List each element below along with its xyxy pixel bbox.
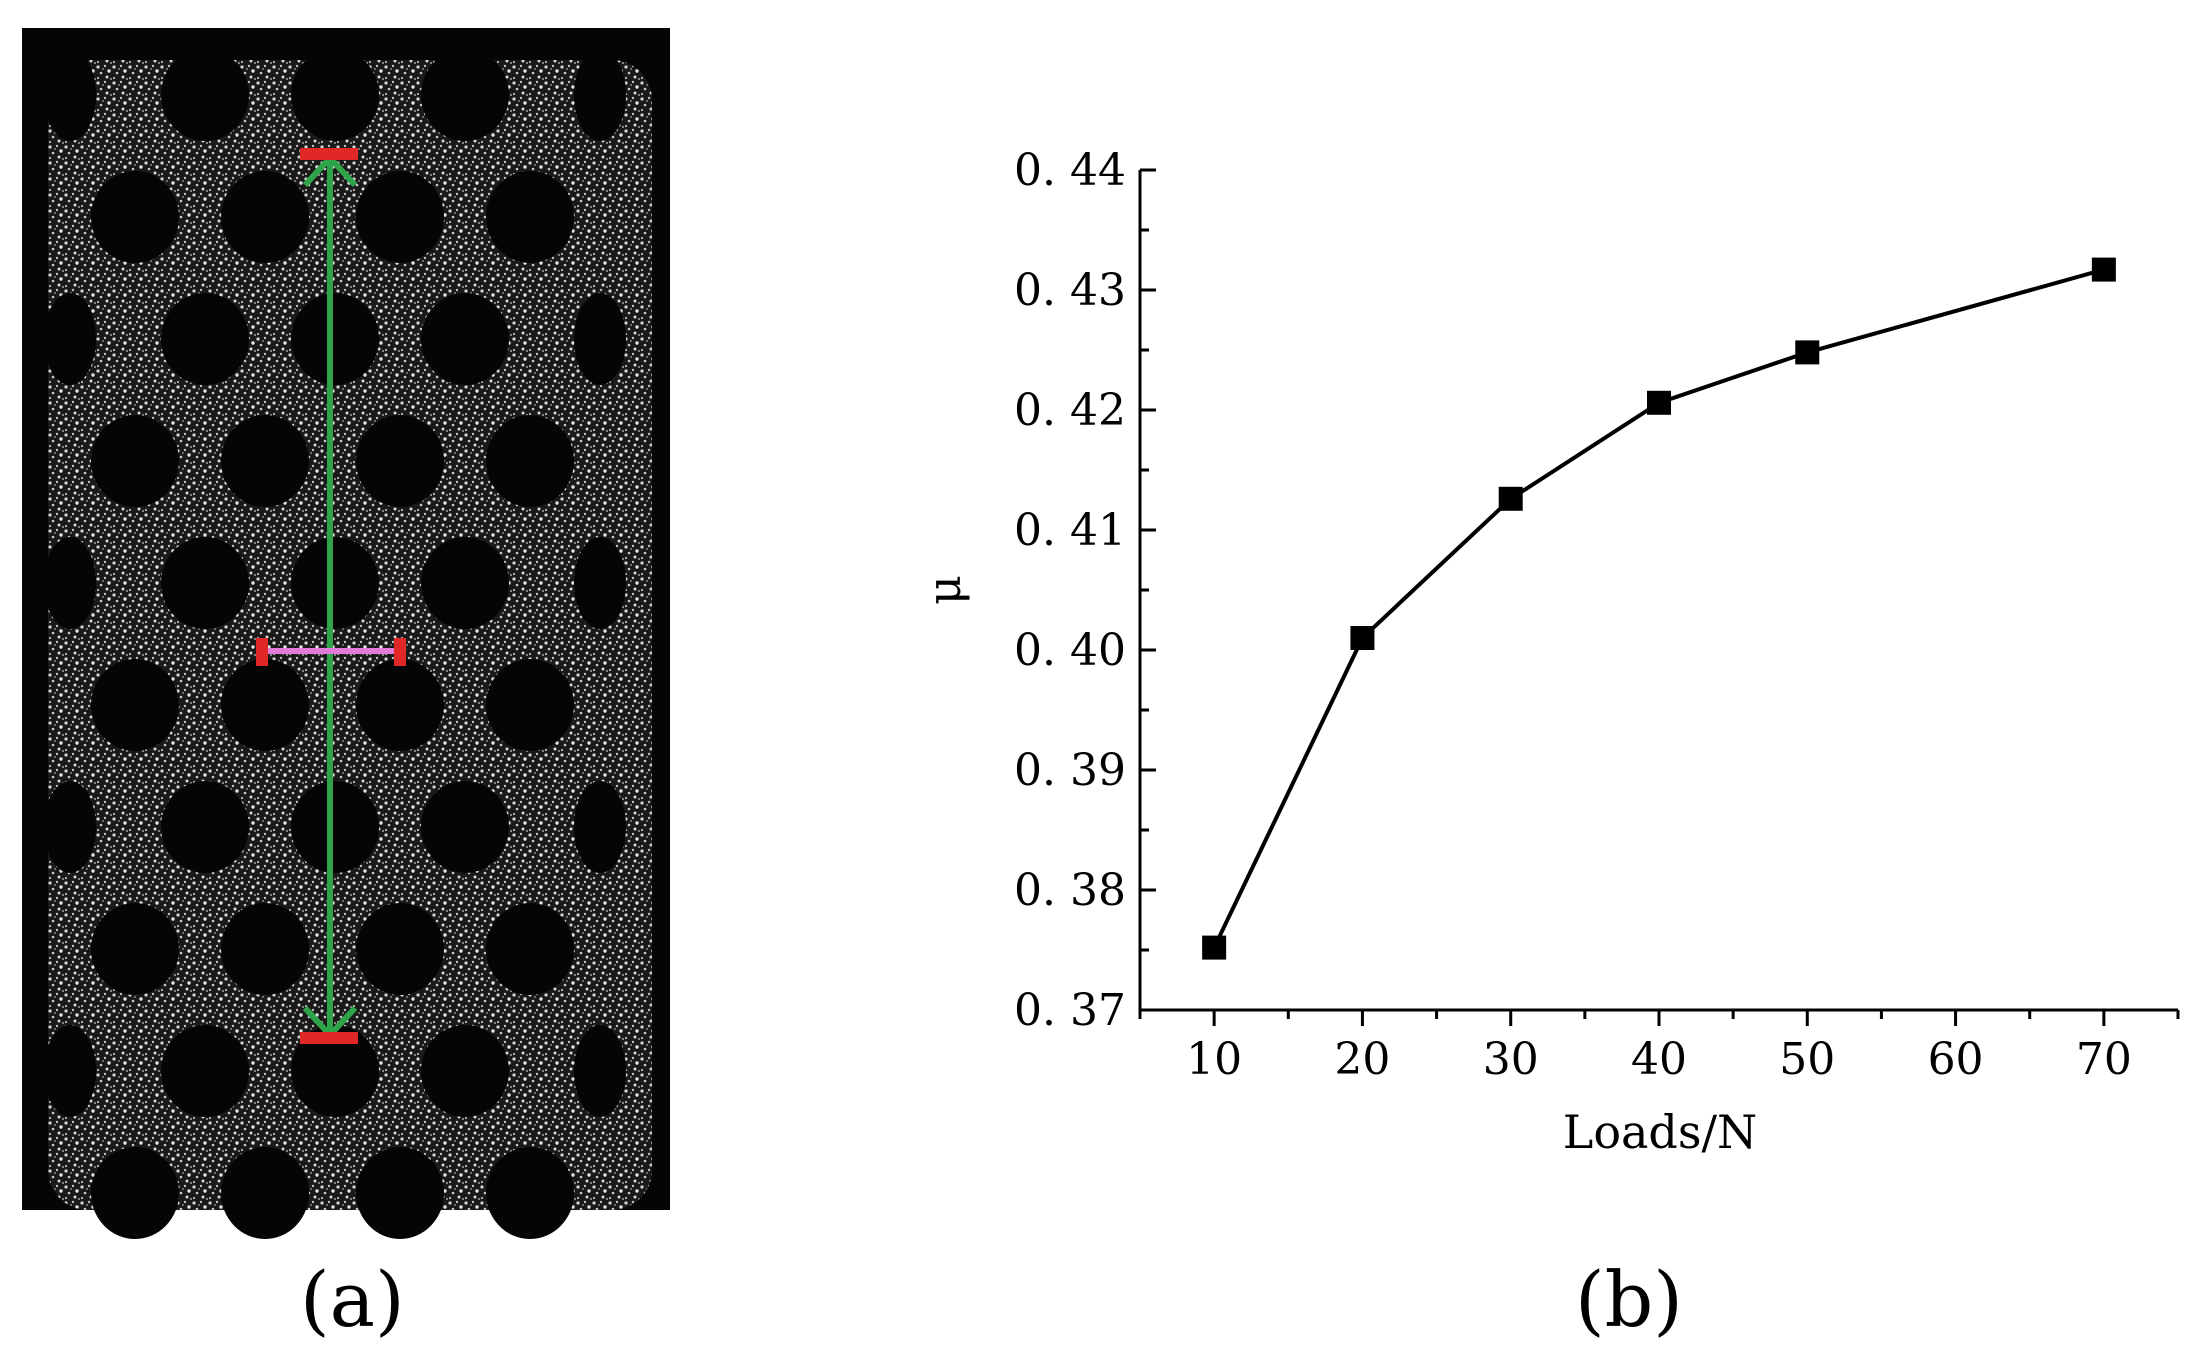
y-tick-label: 0. 37 (1014, 985, 1126, 1036)
tube-hole (291, 537, 379, 629)
gauge-marker-top (300, 148, 358, 160)
x-ticks: 10 20 30 40 50 60 70 (1138, 1010, 2180, 1085)
x-tick-label: 50 (1779, 1034, 1835, 1085)
tube-hole (486, 1147, 574, 1239)
x-tick-label: 30 (1483, 1034, 1539, 1085)
speckle-photo (22, 28, 670, 1239)
tube-hole (421, 293, 509, 385)
y-tick-label: 0. 40 (1014, 625, 1126, 676)
tube-hole (91, 903, 179, 995)
x-tick-label: 70 (2076, 1034, 2132, 1085)
tube-hole (574, 49, 626, 141)
tube-hole (356, 1147, 444, 1239)
y-tick-label: 0. 42 (1014, 385, 1126, 436)
tube-hole (574, 781, 626, 873)
tube-hole (221, 415, 309, 507)
tube-hole (44, 1025, 96, 1117)
y-tick-label: 0. 43 (1014, 265, 1126, 316)
data-point (1795, 340, 1820, 365)
tube-hole (486, 415, 574, 507)
tube-hole (291, 781, 379, 873)
tube-hole (161, 293, 249, 385)
tube-hole (221, 659, 309, 751)
panel-label-b: (b) (1575, 1255, 1683, 1344)
gauge-marker-right (394, 638, 406, 666)
tube-hole (421, 1025, 509, 1117)
tube-holes (44, 49, 626, 1239)
series-points (1202, 257, 2116, 960)
tube-hole (356, 903, 444, 995)
panel-label-a: (a) (300, 1255, 405, 1344)
tube-hole (44, 537, 96, 629)
tube-hole (161, 781, 249, 873)
tube-hole (574, 1025, 626, 1117)
x-tick-label: 20 (1334, 1034, 1390, 1085)
tube-hole (291, 1025, 379, 1117)
y-axis-title: μ (917, 575, 971, 605)
tube-hole (221, 171, 309, 263)
tube-hole (91, 415, 179, 507)
tube-hole (91, 1147, 179, 1239)
tube-hole (221, 903, 309, 995)
tube-hole (486, 903, 574, 995)
y-tick-label: 0. 44 (1014, 145, 1126, 196)
x-tick-label: 60 (1928, 1034, 1984, 1085)
data-point (2091, 257, 2116, 282)
y-ticks: 0. 37 0. 38 0. 39 0. 40 0. 41 0. 42 0. 43 0. 44 (1014, 145, 1156, 1036)
tube-hole (356, 171, 444, 263)
x-axis-title: Loads/N (1563, 1105, 1757, 1159)
tube-hole (574, 537, 626, 629)
tube-hole (356, 415, 444, 507)
y-tick-label: 0. 41 (1014, 505, 1126, 556)
data-point (1350, 626, 1375, 650)
tube-hole (44, 49, 96, 141)
tube-hole (161, 1025, 249, 1117)
y-tick-label: 0. 39 (1014, 745, 1126, 796)
x-tick-label: 40 (1631, 1034, 1687, 1085)
tube-hole (574, 293, 626, 385)
tube-hole (91, 171, 179, 263)
tube-hole (44, 293, 96, 385)
tube-hole (486, 171, 574, 263)
tube-hole (486, 659, 574, 751)
tube-hole (161, 537, 249, 629)
tube-hole (291, 293, 379, 385)
gauge-marker-left (256, 638, 268, 666)
tube-hole (44, 781, 96, 873)
tube-hole (421, 781, 509, 873)
tube-hole (221, 1147, 309, 1239)
data-point (1647, 390, 1671, 415)
tube-hole (356, 659, 444, 751)
series-line (1212, 267, 2105, 949)
tube-hole (291, 49, 379, 141)
tube-hole (91, 659, 179, 751)
data-point (1498, 486, 1523, 511)
tube-hole (421, 49, 509, 141)
tube-hole (421, 537, 509, 629)
y-tick-label: 0. 38 (1014, 865, 1126, 916)
x-tick-label: 10 (1186, 1034, 1242, 1085)
chart-panel: 0. 37 0. 38 0. 39 0. 40 0. 41 0. 42 0. 43 0. 44… (917, 145, 2180, 1159)
tube-hole (161, 49, 249, 141)
data-point (1202, 935, 1227, 960)
gauge-marker-bottom (300, 1032, 358, 1044)
